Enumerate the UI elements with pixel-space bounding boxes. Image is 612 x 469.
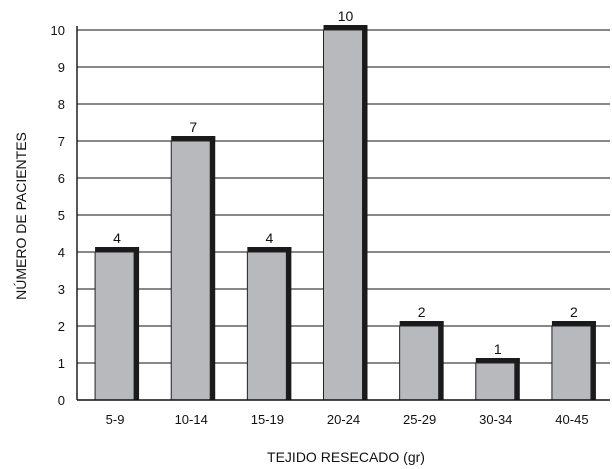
bar-shadow-side	[438, 321, 444, 400]
bar-shadow-top	[399, 321, 444, 326]
y-axis-title: NÚMERO DE PACIENTES	[13, 132, 29, 300]
x-tick-label: 40-45	[555, 412, 588, 427]
axes	[76, 26, 610, 401]
y-tick-label: 10	[51, 23, 65, 38]
bar-shadow-side	[514, 358, 520, 400]
data-label: 2	[418, 304, 426, 320]
y-tick-label: 2	[58, 319, 65, 334]
y-tick-label: 6	[58, 171, 65, 186]
y-tick-label: 4	[58, 245, 65, 260]
x-tick-label: 30-34	[479, 412, 512, 427]
bar-shadow-top	[171, 136, 216, 141]
bar-shadow-top	[95, 247, 140, 252]
bars	[94, 25, 596, 401]
data-label: 2	[570, 304, 578, 320]
y-tick-label: 0	[58, 393, 65, 408]
bar	[399, 325, 440, 401]
x-axis-title: TEJIDO RESECADO (gr)	[267, 449, 425, 465]
bar	[323, 29, 363, 401]
bar	[246, 251, 287, 401]
y-tick-label: 3	[58, 282, 65, 297]
data-label: 4	[265, 230, 273, 246]
y-tick-label: 8	[58, 97, 65, 112]
bar-shadow-side	[362, 25, 368, 400]
y-tick-label: 7	[58, 134, 65, 149]
bar-shadow-side	[210, 136, 216, 400]
bar-group	[170, 136, 216, 401]
bar-group	[475, 358, 520, 401]
bar	[551, 325, 592, 401]
bar-group	[323, 25, 368, 401]
bar-group	[246, 247, 292, 401]
bar-shadow-top	[475, 358, 520, 363]
y-tick-label: 5	[58, 208, 65, 223]
bar	[170, 140, 211, 401]
x-tick-label: 25-29	[403, 412, 436, 427]
y-tick-label: 1	[58, 356, 65, 371]
data-labels: 4 7 4 10 2 1 2	[113, 8, 578, 357]
x-tick-label: 15-19	[251, 412, 284, 427]
bar-shadow-side	[286, 247, 292, 400]
bar-shadow-top	[323, 25, 368, 30]
x-tick-labels: 5-9 10-14 15-19 20-24 25-29 30-34 40-45	[106, 412, 589, 427]
bar	[94, 251, 135, 401]
data-label: 4	[113, 230, 121, 246]
x-tick-label: 20-24	[327, 412, 360, 427]
x-tick-label: 5-9	[106, 412, 125, 427]
data-label: 1	[494, 341, 502, 357]
bar-shadow-top	[551, 321, 596, 326]
data-label: 10	[338, 8, 354, 24]
bar	[475, 362, 516, 401]
y-tick-label: 9	[58, 60, 65, 75]
bar-group	[399, 321, 444, 401]
y-tick-labels: 0 1 2 3 4 5 6 7 8 9 10	[51, 23, 65, 408]
bar-shadow-side	[134, 247, 140, 400]
x-tick-label: 10-14	[175, 412, 208, 427]
bar-group	[94, 247, 140, 401]
bar-group	[551, 321, 596, 401]
bar-shadow-side	[590, 321, 596, 400]
bar-shadow-top	[247, 247, 292, 252]
data-label: 7	[189, 119, 197, 135]
